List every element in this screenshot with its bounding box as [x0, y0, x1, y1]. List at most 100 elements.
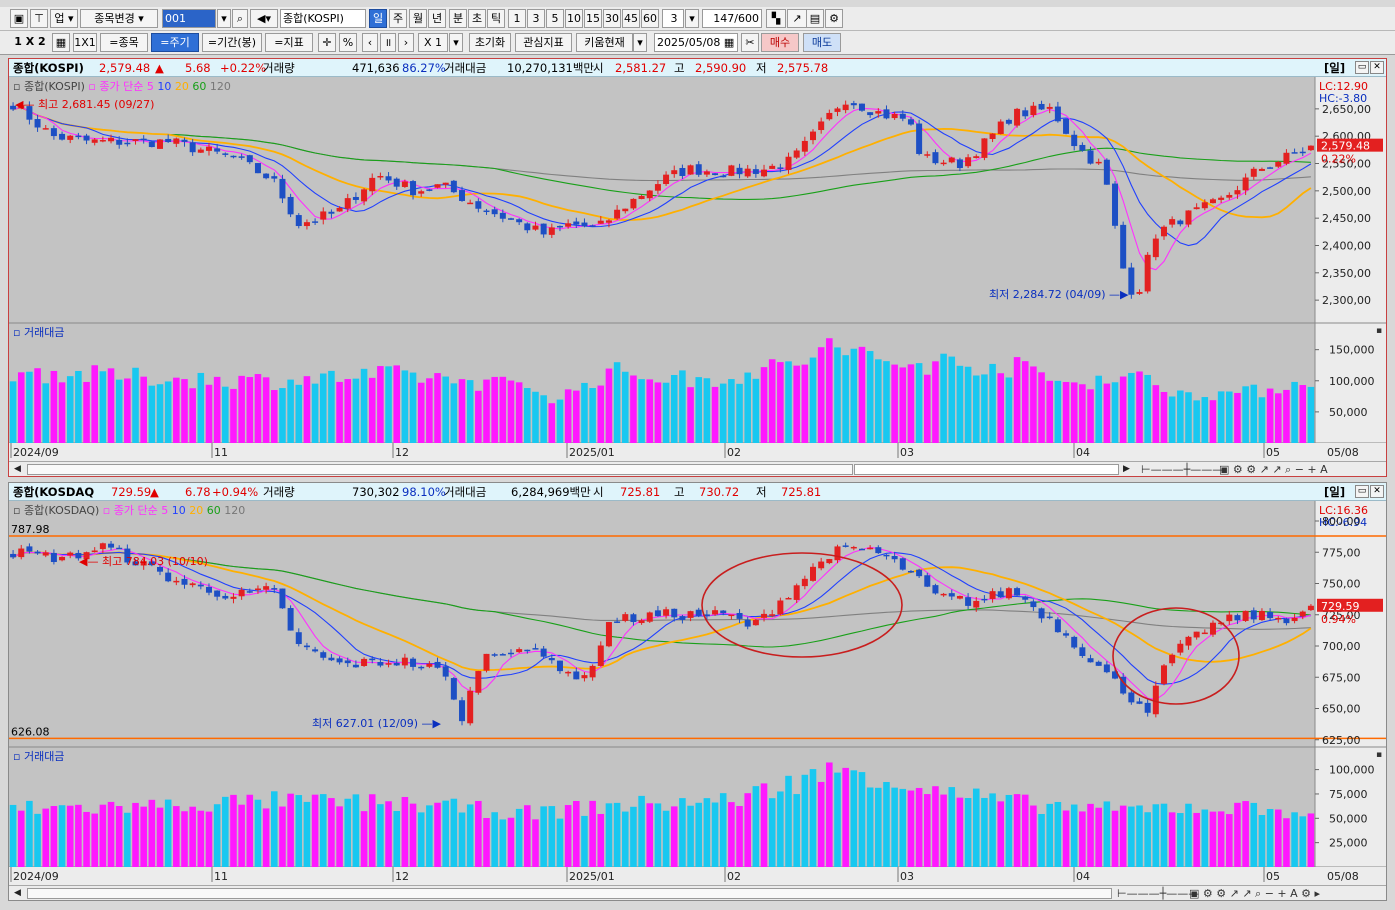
layout-1x1-button[interactable]: 1X1 [73, 33, 97, 52]
period-tick[interactable]: 틱 [487, 9, 505, 28]
interval-dropdown-icon[interactable]: ▾ [685, 9, 699, 28]
kosdaq-close-icon[interactable]: ✕ [1370, 485, 1384, 498]
interval-45[interactable]: 45 [622, 9, 640, 28]
multiplier-dropdown-icon[interactable]: ▾ [449, 33, 463, 52]
search-icon[interactable]: ⌕ [232, 9, 248, 28]
kosdaq-chart-area[interactable]: 787.98 626.08 ▫ 종합(KOSDAQ) ▫ 종가 단순 5 10 20… [9, 501, 1386, 885]
kosdaq-scroll-left-icon[interactable]: ◀ [14, 888, 21, 898]
kospi-scroll-track[interactable] [27, 464, 853, 475]
code-dropdown-icon[interactable]: ▾ [217, 9, 231, 28]
multiplier-select[interactable]: X 1 [418, 33, 448, 52]
volume-bar [368, 794, 376, 867]
kospi-amount: 10,270,131백만 [507, 61, 595, 75]
calendar-icon[interactable]: ▦ [723, 36, 735, 49]
candle [899, 110, 906, 122]
speaker-icon[interactable]: ◀▾ [250, 9, 278, 28]
buy-button[interactable]: 매수 [761, 33, 799, 52]
item-change-select[interactable]: 종목변경 ▾ [80, 9, 158, 28]
sell-button[interactable]: 매도 [803, 33, 841, 52]
volume-bar [1274, 393, 1282, 443]
volume-tick-label: 50,000 [1329, 812, 1368, 825]
count-field[interactable]: 147/600 [702, 9, 762, 28]
interval-60[interactable]: 60 [641, 9, 659, 28]
interval-30[interactable]: 30 [603, 9, 621, 28]
volume-bar [34, 368, 41, 443]
save-icon[interactable]: ▤ [806, 9, 824, 28]
period-day[interactable]: 일 [369, 9, 387, 28]
period-year[interactable]: 년 [428, 9, 446, 28]
volume-bar [540, 395, 547, 443]
volume-bar [393, 811, 400, 867]
period-week[interactable]: 주 [389, 9, 407, 28]
volume-bar [915, 363, 923, 443]
candle [124, 544, 131, 565]
pause-icon[interactable]: ॥ [380, 33, 396, 52]
volume-bar [66, 376, 74, 443]
volume-bar [842, 355, 849, 443]
volume-tick-label: 100,000 [1329, 375, 1375, 388]
percent-button[interactable]: % [339, 33, 357, 52]
volume-bar [744, 793, 751, 867]
kosdaq-maximize-icon[interactable]: ▭ [1355, 485, 1369, 498]
kospi-close-icon[interactable]: ✕ [1370, 61, 1384, 74]
volume-bar [279, 806, 286, 867]
interest-indicator-button[interactable]: 관심지표 [515, 33, 572, 52]
pin-icon[interactable]: ⊤ [30, 9, 48, 28]
kosdaq-volume-ratio: 98.10% [402, 485, 446, 499]
indicator-sync-button[interactable]: =지표 [265, 33, 313, 52]
kospi-scroll-right-icon[interactable]: ▶ [1123, 464, 1130, 474]
kosdaq-zoom-slider[interactable]: ⊢———┼——— [1117, 887, 1200, 900]
volume-bar [287, 793, 294, 867]
candle [140, 559, 147, 570]
layout-1x2-button[interactable]: 1 X 2 [14, 35, 46, 48]
interval-5[interactable]: 5 [546, 9, 564, 28]
candle [1112, 181, 1119, 229]
range-sync-button[interactable]: =기간(봉) [202, 33, 262, 52]
market-select[interactable]: 업 ▾ [50, 9, 78, 28]
period-second[interactable]: 초 [468, 9, 486, 28]
gear-icon[interactable]: ⚙ [825, 9, 843, 28]
prev-icon[interactable]: ‹ [362, 33, 378, 52]
reset-button[interactable]: 초기화 [469, 33, 511, 52]
kospi-tool-icons[interactable]: ▣ ⚙ ⚙ ↗ ↗ ⌕ − + A [1219, 463, 1328, 476]
interval-3[interactable]: 3 [527, 9, 545, 28]
kospi-maximize-icon[interactable]: ▭ [1355, 61, 1369, 74]
interval-value[interactable]: 3 [662, 9, 684, 28]
crosshair-icon[interactable]: ✛ [318, 33, 336, 52]
line-tool-icon[interactable]: ↗ [787, 9, 807, 28]
price-tick-label: 2,400,00 [1322, 239, 1371, 252]
kospi-zoom-slider[interactable]: ⊢———┼——— [1141, 463, 1224, 476]
kosdaq-tool-icons[interactable]: ▣ ⚙ ⚙ ↗ ↗ ⌕ − + A ⚙ ▸ [1189, 887, 1321, 900]
kosdaq-scroll-track[interactable] [27, 888, 1112, 899]
kiwoom-dropdown-icon[interactable]: ▾ [633, 33, 647, 52]
item-sync-button[interactable]: =종목 [100, 33, 148, 52]
window-icon[interactable]: ▣ [10, 9, 28, 28]
kospi-scroll-left-icon[interactable]: ◀ [14, 464, 21, 474]
interval-10[interactable]: 10 [565, 9, 583, 28]
grid-layout-icon[interactable]: ▦ [52, 33, 70, 52]
volume-bar [115, 806, 123, 867]
scissors-icon[interactable]: ✂ [741, 33, 759, 52]
volume-bar [768, 359, 776, 443]
code-input[interactable]: 001 [162, 9, 216, 28]
kospi-scrollbar[interactable]: ◀ ▶ ⊢———┼——— ▣ ⚙ ⚙ ↗ ↗ ⌕ − + A [9, 461, 1386, 476]
period-month[interactable]: 월 [409, 9, 427, 28]
candle [1054, 101, 1061, 123]
volume-bar [50, 370, 58, 443]
date-input[interactable]: 2025/05/08 ▦ [654, 33, 738, 52]
candle [1095, 660, 1102, 666]
kospi-scroll-thumb[interactable] [854, 464, 1119, 475]
period-minute[interactable]: 분 [449, 9, 467, 28]
period-sync-button[interactable]: =주기 [151, 33, 199, 52]
price-tick-label: 800,00 [1322, 515, 1361, 528]
kosdaq-scrollbar[interactable]: ◀ ⊢———┼——— ▣ ⚙ ⚙ ↗ ↗ ⌕ − + A ⚙ ▸ [9, 885, 1386, 900]
next-icon[interactable]: › [398, 33, 414, 52]
kospi-chart-area[interactable]: ▫ 종합(KOSPI) ▫ 종가 단순 5 10 20 60 120 ▫ 거래대금… [9, 77, 1386, 461]
candle [687, 610, 694, 622]
interval-15[interactable]: 15 [584, 9, 602, 28]
interval-1[interactable]: 1 [508, 9, 526, 28]
chart-type-icon[interactable]: ▚ [766, 9, 786, 28]
candle [50, 549, 57, 565]
candle [744, 164, 751, 178]
kiwoom-current-button[interactable]: 키움현재 [576, 33, 633, 52]
